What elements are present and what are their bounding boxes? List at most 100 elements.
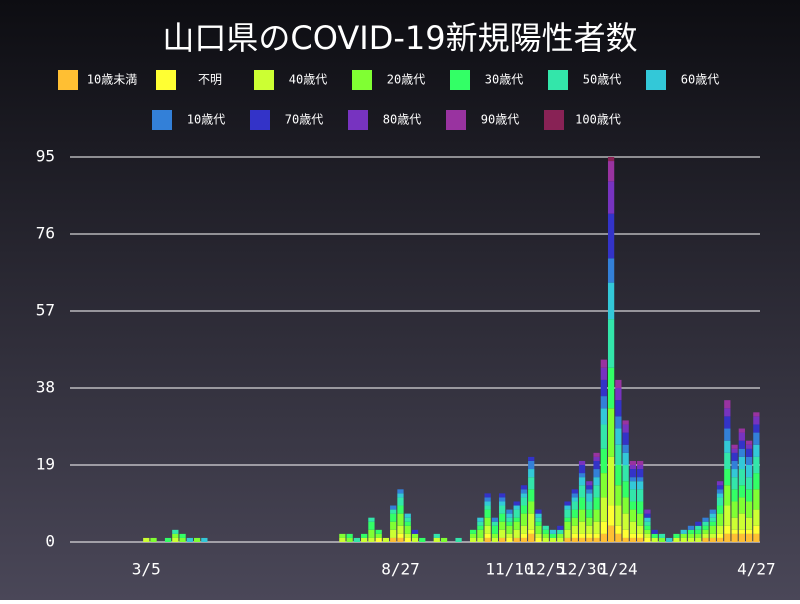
bar-segment: [607, 456, 615, 506]
bar-segment: [557, 529, 564, 534]
legend-label: 90歳代: [481, 113, 519, 127]
bar-segment: [753, 473, 760, 490]
bar-segment: [615, 465, 622, 486]
bar-segment: [702, 521, 709, 526]
bar-segment: [404, 513, 411, 518]
bar-segment: [535, 537, 542, 542]
bar-segment: [637, 477, 644, 482]
bar-segment: [528, 533, 535, 542]
bar-segment: [440, 537, 448, 542]
bar-segment: [484, 537, 491, 542]
bar-segment: [622, 537, 629, 542]
bar-segment: [600, 448, 607, 474]
bar-segment: [506, 509, 513, 514]
bar-segment: [491, 517, 499, 522]
bar-segment: [644, 513, 651, 518]
bar-segment: [578, 485, 586, 498]
bar-segment: [172, 533, 179, 538]
bar-segment: [484, 525, 491, 534]
bar-segment: [520, 513, 528, 526]
bar-segment: [520, 537, 528, 542]
bar-segment: [433, 537, 440, 542]
bar-segment: [629, 477, 637, 482]
bar-segment: [571, 493, 578, 498]
bar-segment: [716, 493, 724, 498]
bar-segment: [731, 501, 738, 518]
bar-segment: [600, 396, 607, 409]
bar-segment: [724, 428, 731, 441]
bar-segment: [716, 525, 724, 534]
bar-segment: [586, 533, 593, 538]
bar-segment: [586, 481, 593, 486]
y-tick-label: 76: [36, 224, 55, 243]
bar-segment: [506, 521, 513, 526]
bar-segment: [738, 469, 745, 486]
bar-segment: [593, 533, 600, 538]
bar-segment: [404, 533, 411, 538]
bar-segment: [361, 533, 368, 538]
bar-segment: [520, 497, 528, 506]
bar-segment: [753, 456, 760, 474]
bar-segment: [716, 533, 724, 538]
bar-segment: [411, 529, 419, 534]
bar-segment: [709, 509, 716, 514]
bar-segment: [753, 432, 760, 445]
bar-segment: [390, 513, 397, 522]
x-tick-label: 12/5: [526, 560, 565, 579]
bar-segment: [469, 529, 477, 534]
bar-segment: [615, 533, 622, 542]
bar-segment: [738, 440, 745, 449]
bar-segment: [702, 537, 709, 542]
legend-label: 100歳代: [575, 113, 621, 127]
bar-segment: [731, 460, 738, 470]
bar-segment: [687, 537, 695, 542]
bar-segment: [491, 537, 499, 542]
bar-segment: [535, 517, 542, 522]
bar-segment: [637, 513, 644, 526]
bar-segment: [571, 525, 578, 534]
bar-segment: [637, 460, 644, 465]
bar-segment: [150, 537, 157, 542]
bar-segment: [477, 521, 484, 526]
bar-segment: [491, 525, 499, 534]
bar-segment: [593, 452, 600, 457]
bar-segment: [644, 521, 651, 526]
bar-segment: [390, 521, 397, 530]
bar-segment: [716, 489, 724, 494]
bar-segment: [578, 533, 586, 538]
bar-segment: [390, 537, 397, 542]
bar-segment: [186, 537, 193, 542]
bar-segment: [731, 444, 738, 449]
bar-segment: [346, 533, 353, 538]
bar-segment: [731, 477, 738, 490]
bar-segment: [179, 537, 186, 542]
bar-segment: [702, 529, 709, 534]
bar-segment: [753, 489, 760, 510]
bar-segment: [404, 517, 411, 522]
bar-segment: [629, 521, 637, 534]
bar-segment: [724, 452, 731, 470]
bar-segment: [571, 533, 578, 538]
legend-swatch: [352, 70, 372, 90]
bar-segment: [593, 469, 600, 478]
bar-segment: [368, 537, 375, 542]
bar-segment: [390, 529, 397, 538]
x-tick-label: 8/27: [381, 560, 420, 579]
bar-segment: [716, 481, 724, 486]
bar-segment: [753, 444, 760, 457]
bar-segment: [600, 473, 607, 498]
x-tick-label: 4/27: [737, 560, 776, 579]
bar-segment: [368, 529, 375, 538]
bar-segment: [535, 521, 542, 526]
bar-segment: [535, 509, 542, 514]
bar-segment: [637, 501, 644, 514]
bar-segment: [499, 497, 506, 502]
bar-segment: [724, 469, 731, 486]
bar-segment: [745, 489, 753, 502]
bar-segment: [404, 537, 411, 542]
legend-label: 10歳代: [187, 113, 225, 127]
bar-segment: [419, 537, 426, 542]
bar-segment: [513, 517, 520, 522]
bar-segment: [709, 533, 716, 538]
bar-segment: [724, 440, 731, 453]
